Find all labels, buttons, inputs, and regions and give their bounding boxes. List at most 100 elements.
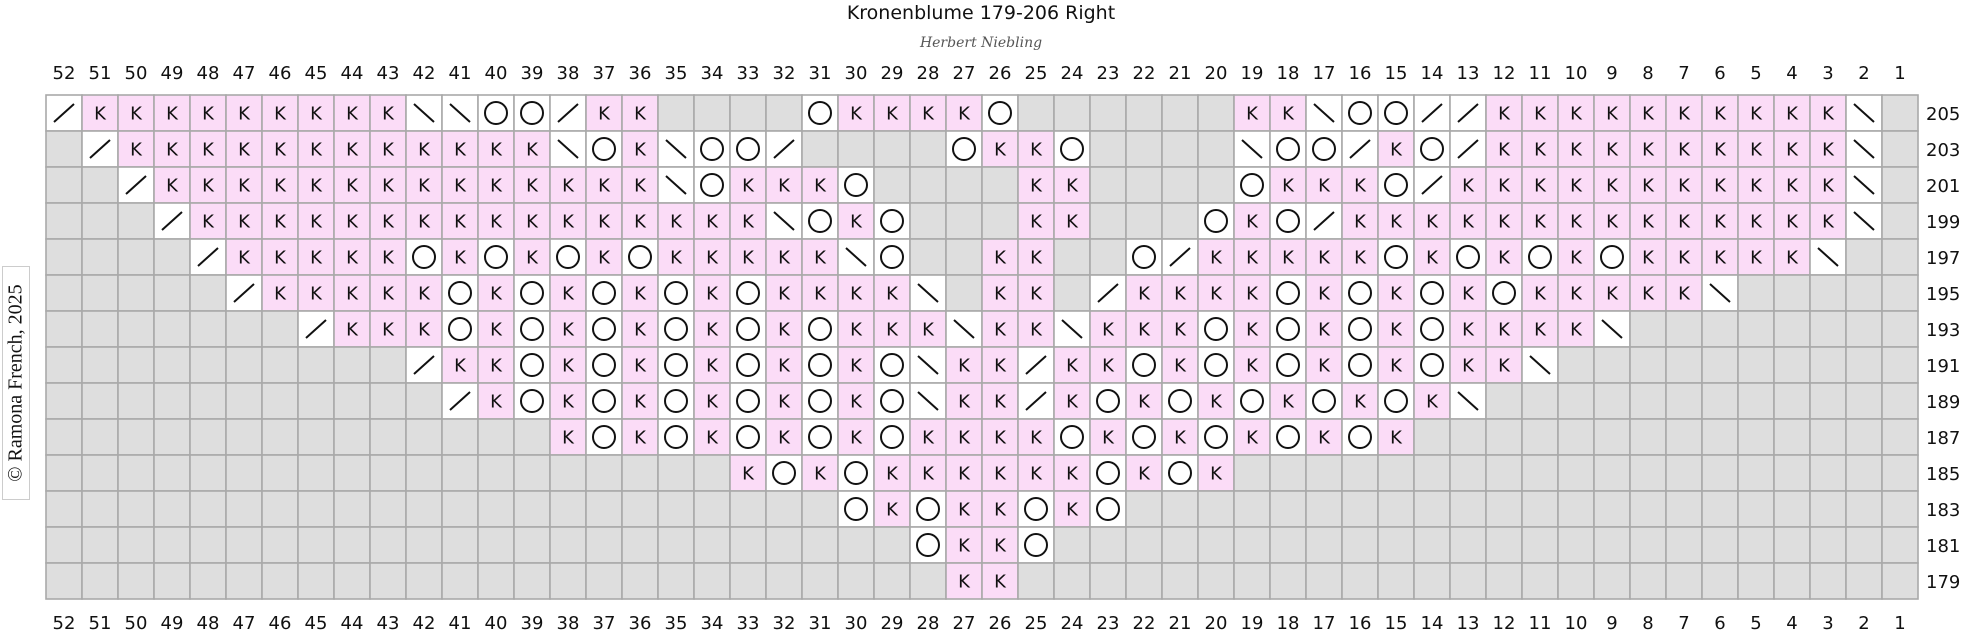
chart-cell-181-7 [1665,526,1703,564]
yarn-over-symbol [592,137,616,161]
chart-cell-195-36 [621,274,659,312]
chart-cell-205-33 [729,94,767,132]
chart-cell-185-52 [45,454,83,492]
chart-cell-195-13 [1449,274,1487,312]
chart-cell-181-25 [1017,526,1055,564]
knit-symbol: K [1498,104,1511,125]
knit-symbol: K [1786,176,1799,197]
chart-cell-191-16 [1341,346,1379,384]
knit-symbol: K [1462,176,1475,197]
chart-cell-179-46 [261,562,299,600]
chart-cell-191-13 [1449,346,1487,384]
column-label-top: 43 [377,63,400,84]
chart-cell-191-40 [477,346,515,384]
knit-symbol: K [706,392,719,413]
chart-cell-199-5 [1737,202,1775,240]
chart-cell-181-29 [873,526,911,564]
column-label-bottom: 19 [1241,613,1264,634]
chart-cell-179-11 [1521,562,1559,600]
chart-cell-181-15 [1377,526,1415,564]
knit-symbol: K [1498,176,1511,197]
left-decrease-symbol [665,139,687,159]
chart-cell-187-9 [1593,418,1631,456]
row-label: 195 [1926,284,1960,305]
chart-cell-181-23 [1089,526,1127,564]
chart-cell-201-15 [1377,166,1415,204]
right-decrease-symbol [1097,283,1119,303]
knit-symbol: K [706,320,719,341]
chart-cell-185-2 [1845,454,1883,492]
chart-cell-203-18 [1269,130,1307,168]
yarn-over-symbol [520,389,544,413]
knit-symbol: K [490,140,503,161]
chart-cell-189-7 [1665,382,1703,420]
yarn-over-symbol [736,425,760,449]
chart-cell-197-35 [657,238,695,276]
chart-cell-189-17 [1305,382,1343,420]
yarn-over-symbol [844,461,868,485]
chart-cell-189-21 [1161,382,1199,420]
knit-symbol: K [1786,248,1799,269]
knit-symbol: K [418,176,431,197]
chart-cell-197-14 [1413,238,1451,276]
chart-cell-193-28 [909,310,947,348]
knit-symbol: K [1498,320,1511,341]
knit-symbol: K [814,248,827,269]
chart-cell-183-12 [1485,490,1523,528]
chart-cell-203-42 [405,130,443,168]
row-label: 201 [1926,176,1960,197]
knit-symbol: K [1822,212,1835,233]
chart-cell-183-37 [585,490,623,528]
chart-cell-185-24 [1053,454,1091,492]
column-label-bottom: 1 [1894,613,1905,634]
knit-symbol: K [814,464,827,485]
knit-symbol: K [994,356,1007,377]
chart-cell-187-11 [1521,418,1559,456]
knit-symbol: K [1138,464,1151,485]
chart-cell-197-33 [729,238,767,276]
chart-cell-203-33 [729,130,767,168]
chart-cell-205-35 [657,94,695,132]
knit-symbol: K [850,392,863,413]
chart-cell-199-23 [1089,202,1127,240]
chart-cell-183-22 [1125,490,1163,528]
knit-symbol: K [1642,248,1655,269]
chart-cell-199-20 [1197,202,1235,240]
knit-symbol: K [1030,248,1043,269]
chart-cell-193-44 [333,310,371,348]
chart-cell-197-13 [1449,238,1487,276]
knit-symbol: K [1462,356,1475,377]
chart-cell-197-46 [261,238,299,276]
chart-cell-199-18 [1269,202,1307,240]
left-decrease-symbol [773,211,795,231]
chart-cell-191-50 [117,346,155,384]
chart-cell-195-14 [1413,274,1451,312]
chart-cell-193-16 [1341,310,1379,348]
knit-symbol: K [1390,284,1403,305]
chart-cell-187-20 [1197,418,1235,456]
chart-cell-181-10 [1557,526,1595,564]
knit-symbol: K [670,212,683,233]
chart-cell-181-46 [261,526,299,564]
column-label-top: 32 [773,63,796,84]
column-label-bottom: 9 [1606,613,1617,634]
right-decrease-symbol [773,139,795,159]
column-label-top: 13 [1457,63,1480,84]
chart-cell-189-52 [45,382,83,420]
chart-cell-185-42 [405,454,443,492]
column-label-top: 49 [161,63,184,84]
chart-cell-179-28 [909,562,947,600]
knit-symbol: K [994,428,1007,449]
chart-cell-181-16 [1341,526,1379,564]
chart-cell-191-33 [729,346,767,384]
chart-cell-193-52 [45,310,83,348]
column-label-top: 29 [881,63,904,84]
column-label-top: 23 [1097,63,1120,84]
chart-cell-199-28 [909,202,947,240]
knit-symbol: K [1426,392,1439,413]
chart-cell-189-1 [1881,382,1919,420]
chart-cell-195-20 [1197,274,1235,312]
chart-cell-203-31 [801,130,839,168]
knit-symbol: K [1282,248,1295,269]
chart-cell-195-3 [1809,274,1847,312]
